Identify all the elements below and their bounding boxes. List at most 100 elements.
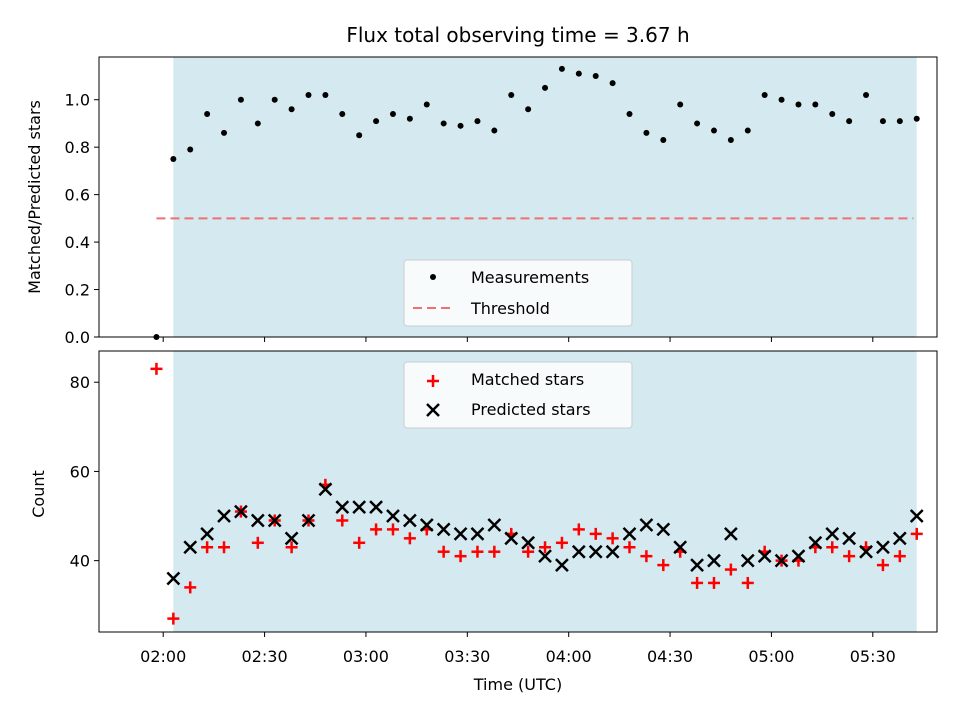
predicted-star-point (538, 549, 552, 564)
top-x-ticks (162, 337, 874, 342)
measurement-point (356, 132, 363, 139)
predicted-star-point (166, 571, 181, 586)
measurement-point (609, 80, 616, 87)
predicted-star-point (876, 540, 890, 555)
predicted-stars-series (166, 482, 924, 586)
top-y-ticks: 0.0 0.2 0.4 0.6 0.8 1.0 (65, 91, 99, 347)
measurement-point (592, 72, 599, 79)
x-tick-label: 04:30 (647, 647, 693, 666)
matched-star-point (437, 545, 450, 558)
matched-star-point (150, 362, 163, 375)
predicted-star-point (250, 513, 265, 528)
measurement-point (778, 96, 785, 103)
predicted-star-point (267, 513, 282, 528)
predicted-star-point (284, 531, 299, 546)
predicted-star-point (622, 526, 637, 541)
bottom-y-tick-label: 60 (70, 462, 90, 481)
predicted-star-point (301, 513, 316, 528)
matched-star-point (606, 532, 619, 545)
measurement-point (457, 122, 464, 129)
legend-measurements-label: Measurements (471, 268, 589, 287)
measurement-point (542, 84, 549, 91)
bottom-legend: Matched stars Predicted stars (403, 361, 633, 429)
matched-star-point (910, 527, 923, 540)
x-tick-label: 03:00 (343, 647, 389, 666)
matched-star-point (167, 612, 180, 625)
matched-star-point (691, 576, 704, 589)
predicted-star-point (808, 535, 823, 550)
top-y-tick-label: 0.2 (65, 281, 90, 300)
matched-stars-series (150, 362, 923, 625)
measurement-point (744, 127, 751, 134)
measurement-point (913, 115, 920, 122)
predicted-star-point (369, 500, 383, 514)
matched-star-point (488, 545, 501, 558)
matched-star-point (826, 541, 839, 554)
matched-star-point (539, 541, 552, 554)
matched-star-point (370, 523, 383, 536)
predicted-star-point (571, 544, 586, 559)
measurement-point (879, 118, 886, 125)
bottom-y-axis-label: Count (29, 470, 48, 518)
measurement-point (710, 127, 717, 134)
predicted-star-point (740, 553, 755, 568)
matched-star-point (471, 545, 484, 558)
top-y-tick-label: 0.4 (65, 233, 90, 252)
measurement-point (525, 106, 532, 113)
matched-star-point (657, 559, 670, 572)
bottom-y-tick-label: 40 (70, 552, 90, 571)
matched-star-point (843, 550, 856, 563)
top-legend: Measurements Threshold (403, 259, 633, 327)
matched-star-point (640, 550, 653, 563)
bottom-y-ticks: 40 60 80 (70, 373, 99, 571)
measurement-point (829, 110, 836, 117)
x-tick-label: 05:30 (850, 647, 896, 666)
measurement-point (373, 118, 380, 125)
legend-predicted-label: Predicted stars (471, 400, 591, 419)
matched-star-point (218, 541, 231, 554)
predicted-star-point (639, 518, 654, 532)
predicted-star-point (605, 544, 620, 559)
measurements-series (153, 65, 920, 340)
x-tick-label: 02:00 (140, 647, 186, 666)
matched-star-point (522, 545, 535, 558)
matched-star-point (707, 576, 720, 589)
matched-star-point (589, 527, 602, 540)
predicted-star-point (588, 544, 603, 559)
measurement-point (508, 91, 515, 98)
measurement-point (187, 146, 194, 153)
predicted-star-point (487, 518, 502, 532)
legend-measurements-marker (430, 274, 436, 280)
measurement-point (491, 127, 498, 134)
predicted-star-point (386, 509, 400, 523)
measurement-point (339, 110, 346, 117)
measurement-point (761, 91, 768, 98)
predicted-star-point (757, 549, 772, 564)
matched-star-point (251, 536, 264, 549)
measurement-point (221, 129, 228, 136)
top-y-tick-label: 1.0 (65, 91, 90, 110)
measurement-point (389, 110, 396, 117)
top-panel: 0.0 0.2 0.4 0.6 0.8 1.0 Flux total observing … (25, 23, 938, 347)
top-plot-frame (98, 56, 938, 338)
predicted-star-point (234, 504, 248, 519)
matched-star-point (184, 581, 197, 594)
chart-title: Flux total observing time = 3.67 h (346, 23, 689, 47)
bottom-y-tick-label: 80 (70, 373, 90, 392)
predicted-star-point (453, 526, 468, 541)
measurement-point (322, 91, 329, 98)
measurement-point (440, 120, 447, 127)
x-tick-label: 02:30 (242, 647, 288, 666)
predicted-star-point (892, 531, 907, 546)
top-y-tick-label: 0.8 (65, 138, 90, 157)
measurement-point (846, 118, 853, 125)
measurement-point (271, 96, 278, 103)
measurement-point (896, 118, 903, 125)
predicted-star-point (217, 509, 231, 523)
measurement-point (558, 65, 565, 72)
predicted-star-point (690, 558, 704, 572)
x-axis-label: Time (UTC) (473, 675, 562, 694)
predicted-star-point (825, 526, 840, 541)
predicted-star-point (842, 531, 857, 546)
